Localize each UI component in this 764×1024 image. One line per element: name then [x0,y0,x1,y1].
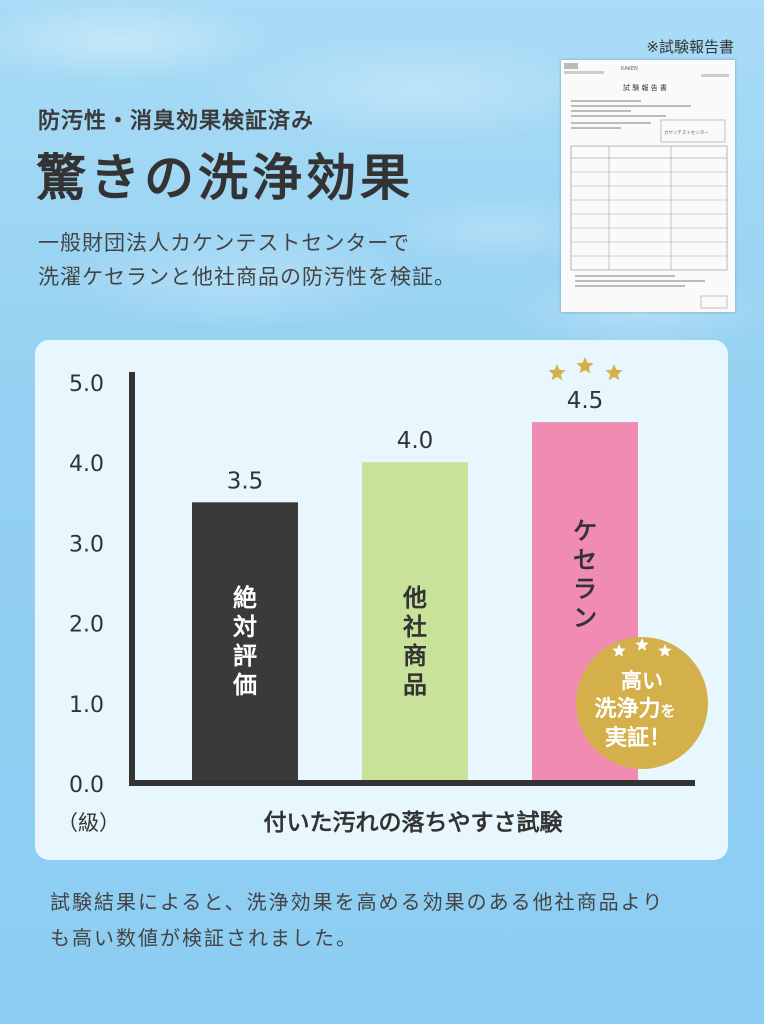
bar-category-label: 他社商品 [402,584,427,699]
badge-line-2: 洗浄力を [594,696,675,722]
star-icon [548,364,566,381]
y-unit-label: （級） [57,811,120,835]
page-title: 驚きの洗浄効果 [36,149,414,207]
bar-2 [362,462,468,783]
y-tick-label: 5.0 [69,372,104,397]
bar-category-label: 絶対評価 [232,584,257,699]
bar-value-label: 3.5 [227,468,264,494]
y-tick-label: 1.0 [69,693,104,718]
y-tick-label: 3.0 [69,532,104,557]
bar-chart: 0.0 1.0 2.0 3.0 4.0 5.0 3.5 4.0 4.5 絶対評価 他社商品 ケセラ… [57,357,708,836]
bar-value-label: 4.5 [567,388,604,414]
footer-line-1: 試験結果によると、洗浄効果を高める効果のある他社商品より [50,890,665,914]
description-line-2: 洗濯ケセランと他社商品の防汚性を検証。 [38,265,456,289]
badge-line-2-suffix: を [661,702,676,720]
bar-1 [192,502,298,783]
star-icon [635,638,649,651]
bar-value-label: 4.0 [397,428,434,454]
high-cleaning-power-badge: 高い 洗浄力を 実証！ [576,637,708,769]
y-tick-label: 0.0 [69,773,104,798]
test-report-document: KAKEN 試 験 報 告 書 カケンテストセンター [564,63,729,309]
test-report-image: KAKEN 試 験 報 告 書 カケンテストセンター [561,60,735,312]
star-icon [605,364,623,381]
bar-category-label: ケセラン [573,517,597,632]
badge-line-2-main: 洗浄力 [594,696,660,722]
y-tick-label: 4.0 [69,452,104,477]
footer-text: 試験結果によると、洗浄効果を高める効果のある他社商品より も高い数値が検証されま… [50,884,750,956]
badge-line-1: 高い [621,669,663,693]
report-logo: KAKEN [621,66,638,72]
chart-panel: 0.0 1.0 2.0 3.0 4.0 5.0 3.5 4.0 4.5 絶対評価 他社商品 ケセラ… [35,340,728,860]
star-icon [612,644,626,657]
description: 一般財団法人カケンテストセンターで 洗濯ケセランと他社商品の防汚性を検証。 [38,226,456,294]
y-tick-label: 2.0 [69,613,104,638]
report-doc-title: 試 験 報 告 書 [623,83,667,92]
subtitle: 防汚性・消臭効果検証済み [38,109,315,134]
report-stamp: カケンテストセンター [664,129,709,136]
description-line-1: 一般財団法人カケンテストセンターで [38,231,411,255]
footer-line-2: も高い数値が検証されました。 [50,926,358,950]
badge-line-3: 実証！ [605,725,671,751]
report-caption: ※試験報告書 [646,38,734,56]
star-icon [576,357,594,374]
badge-circle [576,637,708,769]
star-icon [658,644,672,657]
x-axis-label: 付いた汚れの落ちやすさ試験 [264,809,564,836]
